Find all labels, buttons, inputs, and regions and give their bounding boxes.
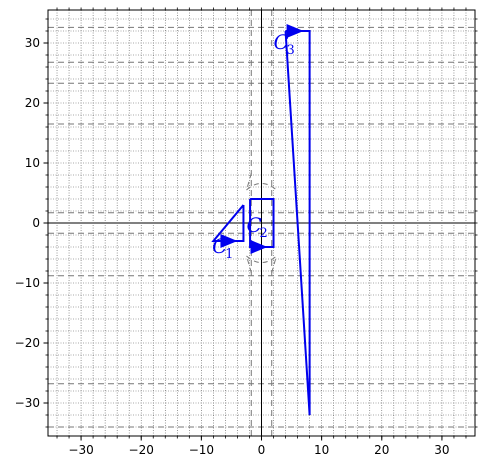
contour-2-label: C xyxy=(246,213,261,237)
y-tick-label: −20 xyxy=(15,336,40,350)
contour-2-label-subscript: 2 xyxy=(259,226,267,241)
contour-3-label-subscript: 3 xyxy=(287,43,295,58)
dashed-arc xyxy=(246,182,277,191)
ticks: −30 −20 −10 0 10 20 30 −30 −20 −10 0 10 20 30 xyxy=(15,7,478,457)
contour-1-label: C xyxy=(212,234,227,258)
x-tick-label: −10 xyxy=(189,443,214,457)
dashed-arc xyxy=(246,255,277,264)
y-tick-label: 10 xyxy=(25,156,40,170)
dashed-arc xyxy=(245,255,252,273)
dashed-arc xyxy=(245,173,252,191)
x-tick-label: 20 xyxy=(374,443,389,457)
contour-1-arrow xyxy=(220,234,238,248)
axes xyxy=(48,10,475,436)
y-tick-label: −10 xyxy=(15,276,40,290)
y-tick-label: −30 xyxy=(15,396,40,410)
x-tick-label: −20 xyxy=(129,443,154,457)
dashed-arc xyxy=(271,255,278,273)
contour-1-label-subscript: 1 xyxy=(225,247,233,262)
x-tick-label: 10 xyxy=(314,443,329,457)
x-tick-label: 30 xyxy=(434,443,449,457)
x-tick-label: 0 xyxy=(258,443,266,457)
y-tick-label: 0 xyxy=(32,216,40,230)
y-tick-label: 30 xyxy=(25,36,40,50)
contour-2-path xyxy=(249,198,275,248)
y-tick-label: 20 xyxy=(25,96,40,110)
contour-3-label: C xyxy=(274,30,289,54)
contour-2-arrow xyxy=(250,240,268,254)
contour-3-arrow xyxy=(286,24,304,38)
x-tick-label: −30 xyxy=(68,443,93,457)
